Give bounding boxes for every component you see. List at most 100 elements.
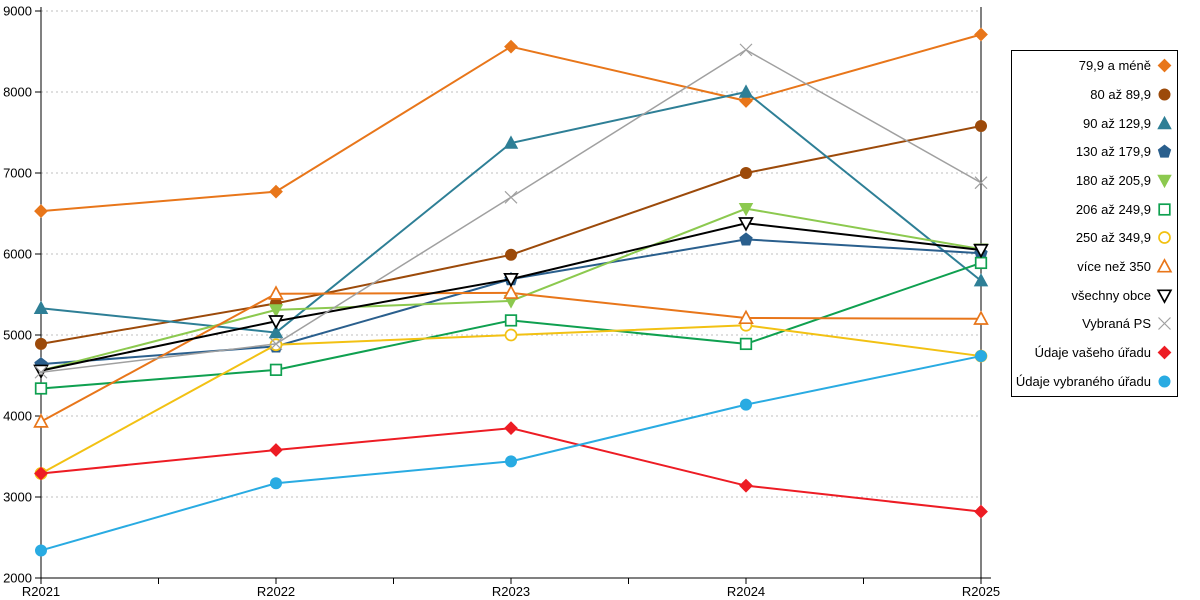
legend-items: 79,9 a méně 80 až 89,9 90 až 129,9 130 až 1… [1014,51,1173,395]
diamond-marker [34,204,48,218]
triangle-up-marker [503,135,519,149]
triangle-down-marker [738,217,754,232]
triangle-down-marker [973,243,989,259]
circle-marker [1158,375,1171,388]
square-marker [34,382,48,395]
legend-item: Údaje vybraného úřadu [1014,367,1173,396]
triangle-down-marker [738,202,754,217]
triangle-down-marker [503,273,519,288]
legend-label: 90 až 129,9 [1083,115,1151,131]
diamond-marker [974,504,988,519]
legend-item: 80 až 89,9 [1014,80,1173,109]
y-axis-tick-label: 5000 [3,328,32,343]
triangle-down-marker [268,304,284,318]
x-marker [269,337,283,351]
series [35,120,987,350]
x-axis-tick-label: R2025 [962,584,1000,599]
triangle-up-marker [973,310,989,325]
legend-label: všechny obce [1071,287,1152,303]
y-axis-tick-label: 3000 [3,490,32,505]
legend-item: 79,9 a méně [1014,51,1173,80]
series [34,318,988,480]
legend-item: více než 350 [1014,252,1173,281]
series [33,217,989,380]
square-marker [1158,203,1171,216]
legend-item: Údaje vašeho úřadu [1014,338,1173,367]
triangle-down-marker [1156,289,1173,304]
diamond-marker [269,184,283,199]
legend-item: 206 až 249,9 [1014,195,1173,224]
circle-marker [505,248,517,261]
triangle-up-marker [738,309,754,325]
diamond-marker-icon [1157,345,1172,360]
triangle-down-marker-icon [1157,174,1172,189]
legend-label: 79,9 a méně [1078,58,1151,74]
square-marker [504,314,518,327]
x-marker [739,43,753,57]
diamond-marker [504,421,518,436]
series [33,284,989,428]
legend-label: 180 až 205,9 [1075,172,1151,188]
circle-marker [35,544,47,557]
circle-marker [35,337,47,350]
series [35,350,987,557]
circle-marker [740,167,752,179]
y-axis-tick-label: 2000 [3,571,32,586]
diamond-marker [34,466,48,481]
legend-label: 206 až 249,9 [1075,201,1151,217]
pentagon-marker [739,232,753,246]
x-marker [974,176,988,190]
series [34,421,988,519]
series [33,84,989,339]
square-marker [974,256,988,270]
y-axis-tick-label: 7000 [3,166,32,181]
diamond-marker [1157,345,1172,360]
diamond-marker [1157,58,1172,73]
legend-label: Údaje vybraného úřadu [1015,373,1151,389]
triangle-up-marker [973,273,989,287]
series [34,256,988,395]
x-marker-icon [1158,317,1171,331]
series [34,27,988,218]
series-line [40,355,982,552]
circle-marker [270,477,282,490]
y-axis-tick-label: 8000 [3,85,32,100]
diamond-marker [739,94,753,108]
legend-label: 80 až 89,9 [1090,86,1151,102]
circle-marker-icon [1158,231,1171,245]
diamond-marker-icon [1157,58,1172,73]
triangle-up-marker [738,84,754,98]
legend-item: 130 až 179,9 [1014,137,1173,166]
x-marker [34,365,48,379]
triangle-up-marker [33,300,49,314]
diamond-marker [974,27,988,42]
x-marker [1158,317,1171,331]
legend-item: 180 až 205,9 [1014,166,1173,195]
circle-marker-icon [1158,375,1171,388]
series-line [40,427,982,513]
legend-item: všechny obce [1014,281,1173,310]
legend-label: více než 350 [1077,259,1151,275]
triangle-up-marker [503,284,519,299]
triangle-down-marker-icon [1156,289,1173,304]
circle-marker [975,350,987,363]
series [34,43,988,379]
diamond-marker [739,478,753,493]
diamond-marker [269,443,283,457]
x-axis-tick-label: R2021 [22,584,60,599]
legend-item: 90 až 129,9 [1014,109,1173,138]
legend-label: 130 až 179,9 [1075,144,1151,160]
y-axis-tick-label: 9000 [3,4,32,19]
square-marker [739,337,753,351]
x-axis-tick-label: R2022 [257,584,295,599]
triangle-up-marker [268,285,284,300]
triangle-down-marker [268,315,284,330]
x-axis-tick-label: R2023 [492,584,530,599]
chart-legend: 79,9 a méně 80 až 89,9 90 až 129,9 130 až 1… [1011,50,1178,397]
triangle-up-marker-icon [1157,115,1172,129]
triangle-up-marker [1157,115,1172,129]
legend-label: Vybraná PS [1082,316,1151,332]
circle-marker [740,398,752,411]
y-axis-tick-label: 6000 [3,247,32,262]
